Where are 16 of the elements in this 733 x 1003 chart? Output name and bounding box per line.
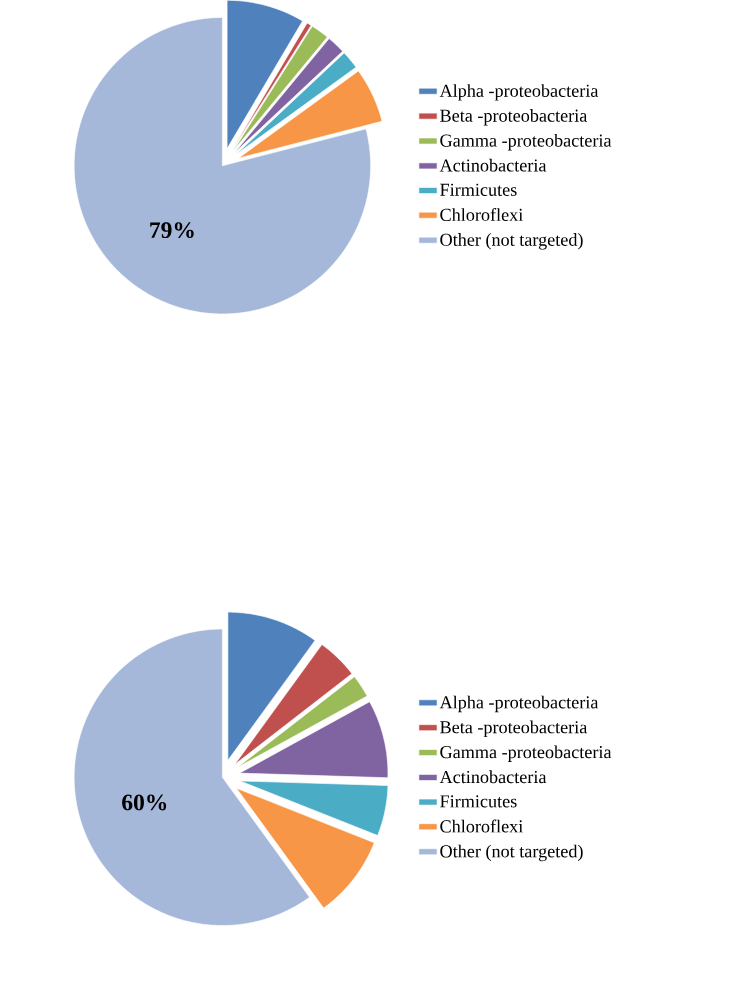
legend-label: Alpha -proteobacteria — [439, 695, 599, 713]
legend-label: Beta -proteobacteria — [439, 720, 587, 738]
legend-label: Actinobacteria — [439, 770, 547, 784]
data-label: 79% — [150, 222, 194, 239]
legend-label: Other (not targeted) — [440, 233, 583, 250]
legend-label: Gamma -proteobacteria — [440, 745, 612, 762]
data-label: 60% — [122, 794, 167, 811]
legend-label: Other (not targeted) — [440, 844, 583, 862]
legend-label: Gamma -proteobacteria — [440, 133, 612, 151]
legend-label: Firmicutes — [439, 183, 517, 196]
legend-label: Chloroflexi — [440, 208, 523, 221]
legend-label: Firmicutes — [439, 795, 517, 808]
legend-label: Chloroflexi — [440, 819, 523, 833]
legend-label: Beta -proteobacteria — [439, 109, 587, 126]
legend-label: Actinobacteria — [439, 158, 547, 172]
legend-label: Alpha -proteobacteria — [439, 84, 599, 101]
